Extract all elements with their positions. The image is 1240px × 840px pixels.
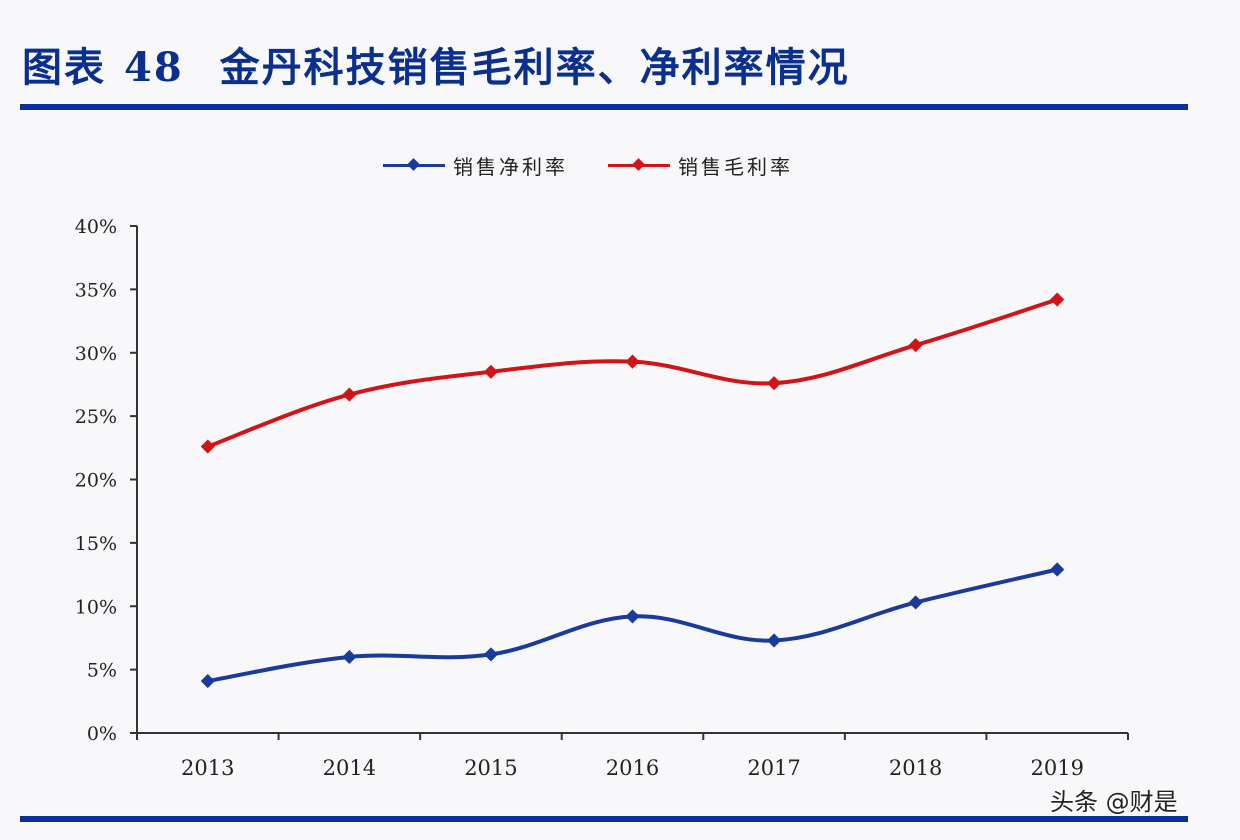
y-tick-label: 15% [75,533,117,555]
top-rule [20,104,1188,110]
legend-item-net-margin: 销售净利率 [383,151,568,180]
data-point-diamond-icon [1050,562,1065,577]
legend-label: 销售毛利率 [678,154,793,179]
data-point-diamond-icon [625,354,640,369]
legend-label: 销售净利率 [453,154,568,179]
data-point-diamond-icon [908,595,923,610]
legend-item-gross-margin: 销售毛利率 [608,151,793,180]
bottom-rule [20,816,1188,822]
data-point-diamond-icon [342,387,357,402]
data-point-diamond-icon [200,439,215,454]
data-point-diamond-icon [483,364,498,379]
figure-prefix: 图表 [22,44,106,91]
data-point-diamond-icon [342,649,357,665]
y-tick-label: 35% [75,279,117,301]
x-tick-label: 2017 [747,756,800,780]
y-tick-label: 0% [87,723,117,745]
y-tick-label: 20% [75,470,117,492]
data-point-diamond-icon [625,609,640,624]
x-tick-label: 2015 [464,756,517,780]
axes: 0% 5% 10% 15% 20% 25% 30% 35% 40% 2013 2014 2015 201… [75,216,1129,780]
y-tick-label: 25% [75,406,117,428]
data-point-diamond-icon [767,633,782,648]
x-tick-label: 2013 [181,756,234,780]
watermark: 头条 @财是 [1050,788,1178,816]
series-gross-margin [200,292,1065,454]
y-tick-label: 5% [87,660,117,682]
data-point-diamond-icon [483,647,498,662]
data-point-diamond-icon [200,673,215,689]
series-net-margin [200,562,1065,689]
chart-legend: 销售净利率 销售毛利率 [383,150,833,180]
data-point-diamond-icon [767,376,782,391]
legend-line-marker-icon [383,155,445,175]
legend-line-marker-icon [608,155,670,175]
data-point-diamond-icon [908,338,923,353]
data-point-diamond-icon [1050,292,1065,307]
figure-title: 图表 48 金丹科技销售毛利率、净利率情况 [22,38,850,98]
x-tick-label: 2016 [606,756,659,780]
y-tick-label: 10% [75,596,117,618]
x-tick-label: 2019 [1030,756,1083,780]
figure-number: 48 [124,44,184,91]
x-tick-label: 2018 [889,756,942,780]
x-tick-label: 2014 [323,756,376,780]
figure-title-text: 金丹科技销售毛利率、净利率情况 [219,44,850,91]
y-tick-label: 30% [75,343,117,365]
y-tick-label: 40% [75,216,117,238]
